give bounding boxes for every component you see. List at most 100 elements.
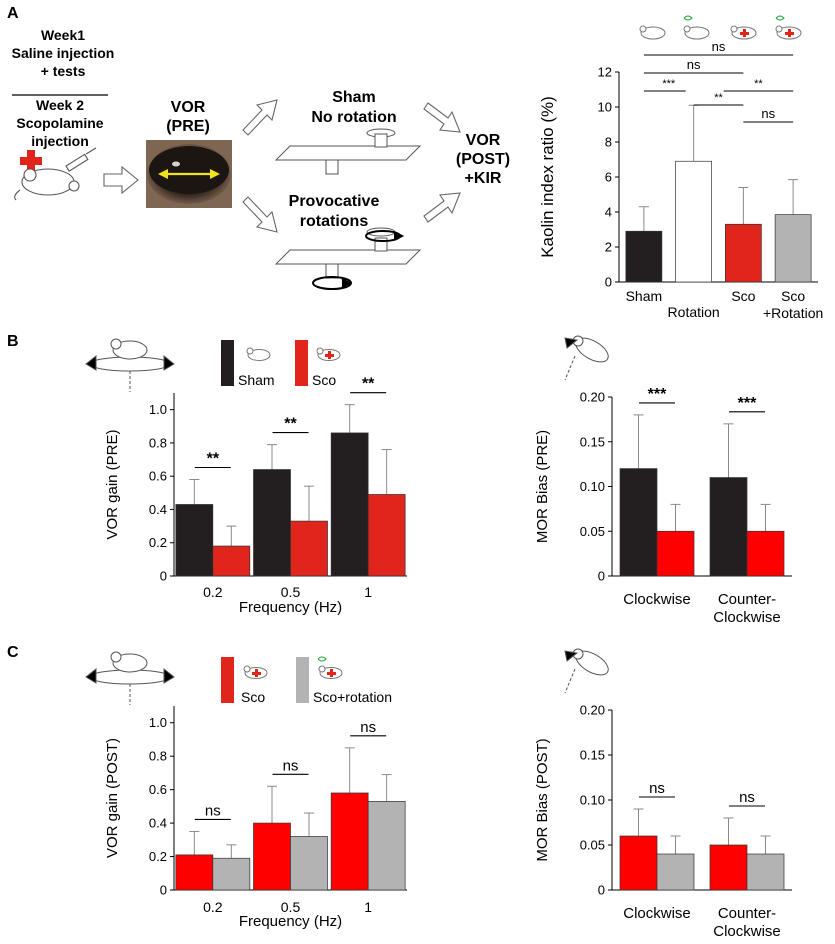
y-tick-label: 0.6 <box>149 469 167 484</box>
y-tick-label: 4 <box>605 205 612 220</box>
sham-platform-icon <box>274 128 422 175</box>
significance-label: ns <box>739 789 755 806</box>
y-tick-label: 0.20 <box>580 390 605 405</box>
bar <box>212 545 251 577</box>
significance-label: *** <box>648 386 667 403</box>
y-tick-label: 1.0 <box>149 402 167 417</box>
y-tick-label: 0.15 <box>580 748 605 763</box>
sham-subtitle: No rotation <box>311 109 396 126</box>
y-axis-label: VOR gain (PRE) <box>104 429 121 539</box>
significance-label: ns <box>283 757 299 774</box>
legend-swatch-sham <box>221 340 234 386</box>
x-tick-label: Clockwise <box>623 591 691 608</box>
bar <box>709 477 748 577</box>
y-tick-label: 0.20 <box>580 703 605 718</box>
week2-title: Week 2 <box>36 97 84 113</box>
bar <box>656 853 695 891</box>
mouse-legend-icons <box>639 15 802 40</box>
significance-label: *** <box>662 78 676 90</box>
vor-pre-title: VOR <box>171 99 206 116</box>
y-tick-label: 0 <box>605 275 612 290</box>
y-tick-label: 0.8 <box>149 435 167 450</box>
significance-label: ** <box>754 78 763 90</box>
significance-label: ns <box>761 106 775 121</box>
vor-post-subtitle: (POST) <box>456 151 510 168</box>
mouse-sham-icon <box>246 347 271 361</box>
week1-line3: + tests <box>41 63 86 79</box>
x-tick-label: Clockwise <box>623 905 691 922</box>
schematic: Week1 Saline injection + tests Week 2 Sc… <box>12 27 510 290</box>
arrow-icon <box>103 165 139 195</box>
bar <box>625 230 663 283</box>
x-tick-label: 0.5 <box>281 584 301 600</box>
arrow-icon <box>423 192 461 223</box>
provocative-subtitle: rotations <box>300 213 369 230</box>
bar <box>175 504 214 577</box>
mouse-sco-icon <box>243 665 268 679</box>
sham-title: Sham <box>332 89 376 106</box>
significance-label: ** <box>714 92 723 104</box>
mouse-sco-icon <box>316 347 341 361</box>
y-tick-label: 2 <box>605 240 612 255</box>
provocative-title: Provocative <box>289 193 380 210</box>
vor-mouse-icon <box>85 651 175 705</box>
x-tick-label: Clockwise <box>713 923 781 940</box>
mor-mouse-icon <box>564 648 609 694</box>
mouse-sco-icon <box>730 25 757 40</box>
bar <box>175 854 214 891</box>
vor-mouse-icon <box>85 338 175 392</box>
panel-label-c: C <box>7 644 19 661</box>
y-axis-label: Kaolin index ratio (%) <box>538 96 557 258</box>
bar <box>253 469 291 577</box>
significance-label: ** <box>207 451 220 468</box>
vor-gain-pre-chart: 0 0.2 0.4 0.6 0.8 1.0 VOR gain (PRE) 0.2 ** 0.5 **… <box>104 376 407 616</box>
arrow-icon <box>242 99 278 136</box>
x-tick-label: Counter- <box>718 905 776 922</box>
y-tick-label: 0.10 <box>580 479 605 494</box>
legend-label-sham: Sham <box>238 372 275 388</box>
x-tick-label: Sham <box>626 288 663 304</box>
y-tick-label: 0.4 <box>149 816 167 831</box>
mor-bias-pre-chart: 0 0.05 0.10 0.15 0.20 MOR Bias (PRE) Clockwise… <box>534 386 792 626</box>
y-tick-label: 8 <box>605 135 612 150</box>
y-tick-label: 0.10 <box>580 793 605 808</box>
x-axis-label: Frequency (Hz) <box>239 913 342 930</box>
significance-label: ns <box>649 780 665 797</box>
arrow-icon <box>423 102 461 133</box>
bar <box>212 857 251 891</box>
panel-label-a: A <box>7 5 19 22</box>
legend-b: Sham Sco <box>221 340 341 388</box>
x-axis-label: Frequency (Hz) <box>239 599 342 616</box>
bar <box>253 822 291 891</box>
y-tick-label: 0.05 <box>580 838 605 853</box>
x-tick-label: 0.5 <box>281 899 301 915</box>
significance-label: *** <box>738 395 757 412</box>
bar <box>656 530 695 577</box>
bar <box>330 432 369 577</box>
y-tick-label: 0.8 <box>149 749 167 764</box>
x-tick-label: 1 <box>364 899 372 915</box>
bar <box>746 853 785 891</box>
y-tick-label: 6 <box>605 170 612 185</box>
y-tick-label: 0.2 <box>149 535 167 550</box>
significance-label: ** <box>284 416 297 433</box>
mouse-rotation-icon <box>683 15 710 40</box>
y-axis-label: MOR Bias (PRE) <box>534 430 551 543</box>
week1-line2: Saline injection <box>12 45 115 61</box>
y-tick-label: 0.05 <box>580 524 605 539</box>
significance-label: ns <box>712 39 726 54</box>
bar <box>725 223 762 283</box>
legend-swatch-sco <box>295 340 308 386</box>
rotation-arrow-icon <box>312 230 405 290</box>
significance-label: ns <box>687 57 701 72</box>
x-tick-label: Sco <box>781 288 805 304</box>
x-tick-label: Clockwise <box>713 609 781 626</box>
legend-c: Sco Sco+rotation <box>221 656 392 705</box>
bar <box>746 530 785 577</box>
eye-photo <box>146 140 232 208</box>
significance-label: ns <box>360 719 376 736</box>
x-tick-label: 0.2 <box>203 584 223 600</box>
legend-label-sco: Sco <box>312 372 336 388</box>
y-tick-label: 1.0 <box>149 715 167 730</box>
bar <box>619 468 658 577</box>
